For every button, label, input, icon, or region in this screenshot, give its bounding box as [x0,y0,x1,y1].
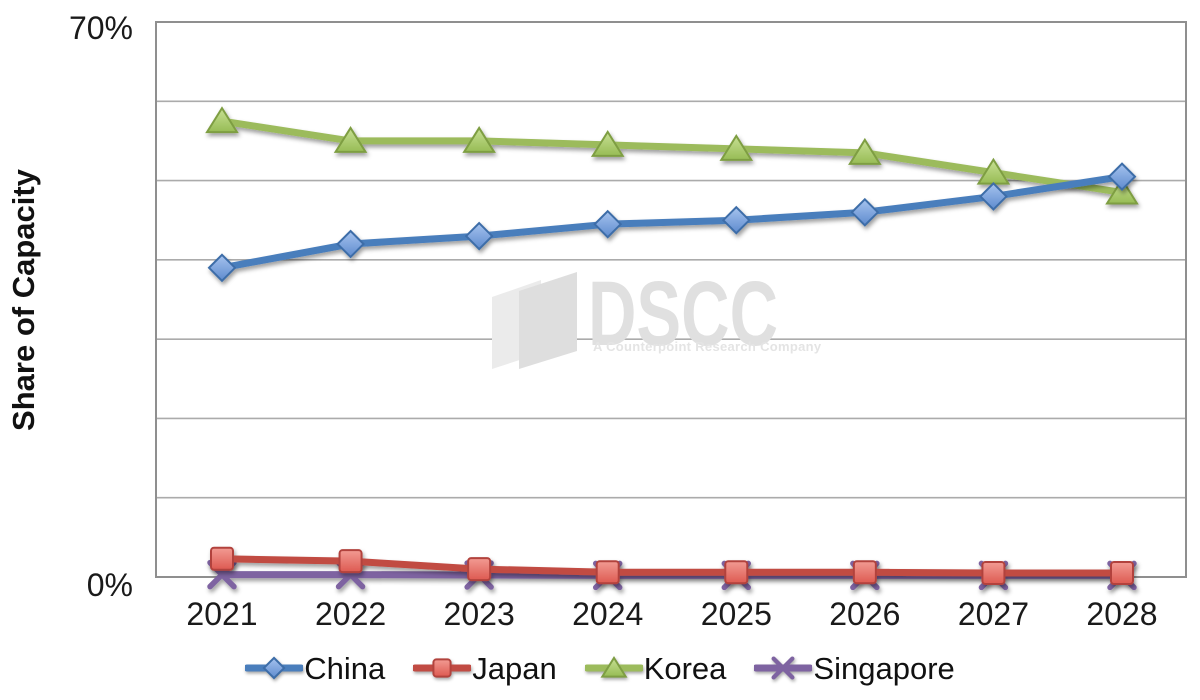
legend-swatch-china-diamond-icon [245,656,304,680]
x-axis-tick-labels: 2021 2022 2023 2024 2025 2026 2027 2028 [186,596,1157,632]
x-tick-2023: 2023 [444,596,515,632]
y-tick-max: 70% [69,10,133,46]
legend-swatch-korea-triangle-icon [584,655,643,678]
marker-china-2024 [593,209,623,239]
gridlines [156,100,1186,499]
line-korea [218,117,1126,196]
x-tick-2021: 2021 [186,596,257,632]
y-axis-title: Share of Capacity [6,168,41,431]
marker-china-2025 [721,205,751,235]
legend-label-singapore: Singapore [813,650,955,686]
legend-item-korea: Korea [584,650,727,686]
marker-china-2023 [464,221,494,251]
watermark-tagline-text: A Counterpoint Research Company [593,339,822,354]
marker-japan-2021 [210,546,234,571]
x-tick-2025: 2025 [701,596,772,632]
watermark-brand-text: DSCC [588,263,778,365]
legend-item-japan: Japan [413,650,557,686]
marker-japan-2026 [852,560,877,585]
line-japan [218,555,1126,577]
dscc-watermark: DSCC A Counterpoint Research Company [492,263,822,369]
marker-korea-2022 [333,126,368,153]
series-china [207,162,1137,283]
marker-japan-2027 [981,561,1006,586]
marker-japan-2023 [467,557,492,582]
marker-japan-2024 [595,560,620,585]
series-japan [210,546,1134,586]
x-tick-2026: 2026 [829,596,900,632]
y-axis-tick-labels: 70% 0% [69,10,133,603]
series-korea [205,106,1139,205]
marker-japan-2025 [724,560,749,585]
legend-item-china: China [245,650,385,686]
x-tick-2028: 2028 [1086,596,1157,632]
x-tick-2024: 2024 [572,596,643,632]
marker-china-2027 [979,182,1008,211]
marker-korea-2023 [462,126,496,153]
legend-swatch-japan-square-icon [413,658,472,678]
legend-item-singapore: Singapore [754,650,955,686]
legend-label-japan: Japan [472,650,557,686]
dscc-logo-front-panel [519,272,577,369]
marker-japan-2022 [338,549,363,574]
y-tick-min: 0% [87,567,133,603]
marker-korea-2025 [719,133,754,161]
line-china [218,173,1126,272]
marker-korea-2026 [848,137,882,165]
marker-korea-2024 [590,130,625,157]
legend-swatch-singapore-x-icon [754,656,813,680]
marker-china-2022 [336,229,365,259]
marker-china-2021 [207,253,237,283]
marker-korea-2028 [1105,177,1139,205]
legend-label-korea: Korea [643,650,727,686]
marker-japan-2028 [1110,561,1134,586]
x-tick-2027: 2027 [958,596,1029,632]
chart-legend: China Japan Korea Singapore [0,648,1200,688]
series-lines [205,106,1139,591]
marker-china-2026 [850,197,880,227]
marker-korea-2021 [205,106,239,134]
legend-label-china: China [304,650,386,686]
marker-china-2028 [1107,162,1137,192]
x-tick-2022: 2022 [315,596,386,632]
